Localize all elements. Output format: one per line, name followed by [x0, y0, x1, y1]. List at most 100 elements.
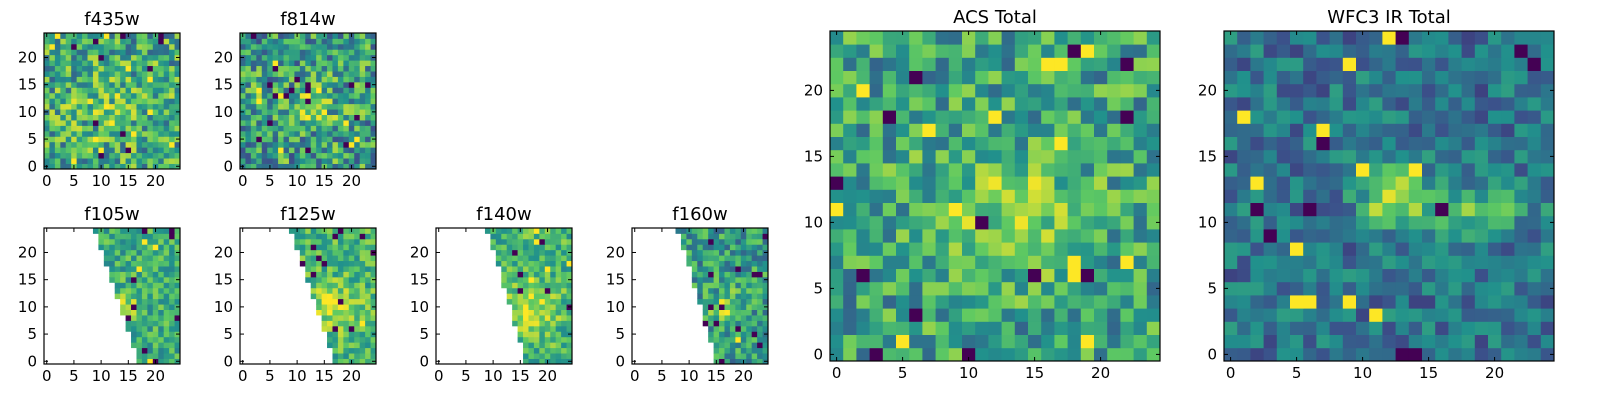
heatmap-cell [169, 81, 175, 88]
heatmap-cell [272, 163, 279, 170]
heatmap-cell [299, 136, 306, 143]
heatmap-cell [44, 38, 50, 45]
heatmap-cell [152, 331, 159, 338]
heatmap-cell [724, 293, 731, 300]
heatmap-cell [1263, 163, 1278, 177]
heatmap-cell [332, 109, 339, 115]
heatmap-cell [76, 76, 83, 83]
heatmap-cell [114, 233, 121, 240]
heatmap-cell [343, 76, 350, 83]
heatmap-cell [354, 103, 361, 110]
heatmap-cell [1461, 321, 1476, 335]
heatmap-cell [147, 271, 154, 278]
heatmap-cell [566, 353, 573, 359]
heatmap-cell [109, 260, 116, 267]
heatmap-cell [158, 33, 165, 39]
x-tick-label: 20 [538, 367, 557, 385]
heatmap-cell [869, 44, 884, 58]
heatmap-cell [1422, 189, 1436, 203]
heatmap-cell [147, 136, 154, 143]
heatmap-cell [1461, 149, 1476, 164]
heatmap-cell [1014, 189, 1029, 203]
heatmap-cell [1080, 229, 1095, 243]
heatmap-cell [278, 98, 284, 105]
y-tick-label: 5 [27, 325, 37, 343]
heatmap-cell [1133, 123, 1148, 137]
heatmap-cell [305, 141, 312, 148]
heatmap-cell [332, 60, 339, 67]
heatmap-cell [158, 130, 165, 137]
heatmap-cell [370, 33, 377, 39]
heatmap-cell [1001, 70, 1016, 85]
heatmap-cell [316, 260, 322, 267]
heatmap-cell [1382, 97, 1396, 111]
heatmap-cell [321, 98, 328, 105]
heatmap-cell [365, 98, 371, 105]
heatmap-cell [288, 60, 295, 67]
heatmap-cell [125, 325, 132, 332]
heatmap-cell [321, 114, 328, 121]
heatmap-cell [294, 130, 301, 137]
heatmap-cell [751, 276, 758, 283]
heatmap-cell [131, 60, 137, 67]
heatmap-cell [1028, 281, 1042, 296]
panel-title-f140w: f140w [476, 204, 531, 225]
heatmap-cell [174, 233, 181, 240]
heatmap-cell [321, 103, 328, 110]
heatmap-cell [152, 120, 159, 126]
heatmap-cell [962, 83, 976, 98]
heatmap-cell [316, 120, 322, 126]
heatmap-cell [114, 92, 121, 99]
heatmap-cell [751, 260, 758, 267]
heatmap-cell [909, 176, 923, 190]
heatmap-cell [1540, 57, 1555, 71]
heatmap-cell [109, 109, 116, 115]
heatmap-cell [354, 49, 361, 56]
heatmap-cell [1435, 202, 1449, 217]
heatmap-cell [310, 287, 317, 294]
heatmap-cell [71, 76, 78, 83]
heatmap-cell [1146, 163, 1161, 177]
heatmap-cell [131, 325, 137, 332]
heatmap-cell [1080, 123, 1095, 137]
heatmap-cell [240, 71, 246, 77]
heatmap-cell [1224, 70, 1238, 85]
heatmap-cell [1054, 110, 1068, 124]
heatmap-cell [141, 298, 148, 305]
heatmap-cell [713, 298, 720, 305]
heatmap-cell [337, 315, 344, 321]
heatmap-cell [1250, 295, 1264, 309]
heatmap-cell [909, 321, 923, 335]
heatmap-cell [337, 260, 344, 267]
heatmap-cell [169, 152, 175, 159]
heatmap-cell [1382, 163, 1396, 177]
heatmap-cell [120, 92, 126, 99]
heatmap-cell [1540, 202, 1555, 217]
heatmap-cell [922, 321, 936, 335]
heatmap-cell [103, 152, 110, 159]
heatmap-cell [708, 293, 714, 300]
heatmap-cell [702, 309, 709, 316]
heatmap-cell [869, 31, 884, 45]
heatmap-cell [359, 43, 366, 50]
heatmap-cell [343, 255, 350, 262]
heatmap-cell [316, 271, 322, 278]
heatmap-cell [757, 347, 763, 354]
heatmap-cell [272, 125, 279, 132]
heatmap-cell [869, 295, 884, 309]
heatmap-cell [501, 238, 508, 245]
heatmap-cell [141, 109, 148, 115]
heatmap-cell [1422, 163, 1436, 177]
heatmap-cell [1080, 57, 1095, 71]
heatmap-cell [1474, 334, 1489, 349]
heatmap-cell [523, 293, 529, 300]
heatmap-cell [109, 266, 116, 272]
heatmap-cell [719, 228, 725, 234]
heatmap-cell [294, 71, 301, 77]
heatmap-cell [49, 87, 56, 94]
heatmap-cell [1067, 31, 1082, 45]
heatmap-cell [348, 238, 355, 245]
heatmap-cell [512, 238, 518, 245]
heatmap-cell [1488, 334, 1502, 349]
heatmap-cell [555, 331, 562, 338]
